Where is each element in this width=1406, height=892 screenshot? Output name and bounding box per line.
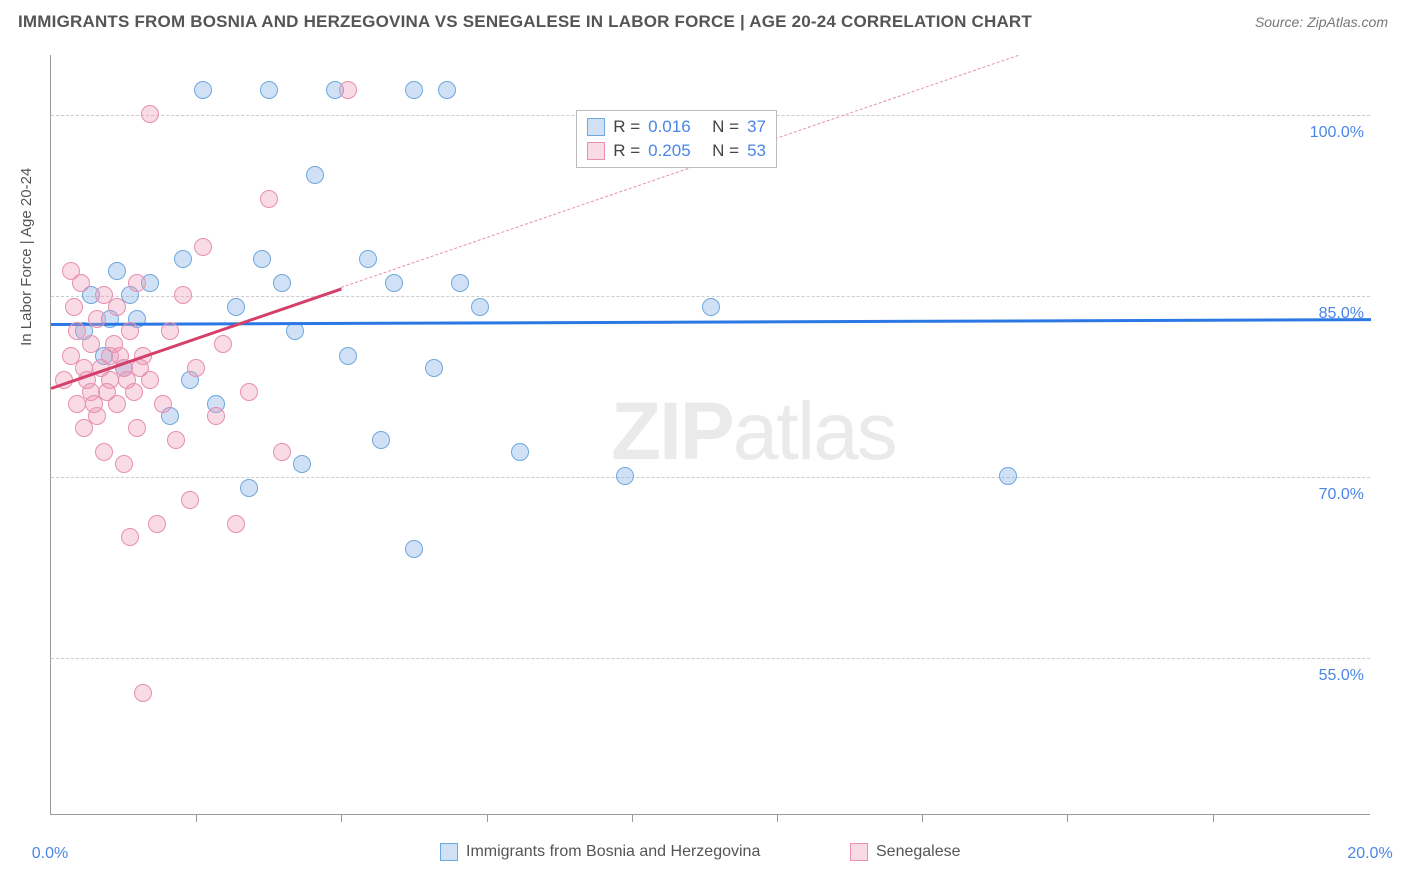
data-point-bosnia [425, 359, 443, 377]
watermark-thin: atlas [733, 386, 896, 477]
data-point-bosnia [253, 250, 271, 268]
data-point-bosnia [385, 274, 403, 292]
data-point-bosnia [702, 298, 720, 316]
data-point-bosnia [260, 81, 278, 99]
data-point-bosnia [339, 347, 357, 365]
data-point-bosnia [108, 262, 126, 280]
data-point-senegalese [240, 383, 258, 401]
legend-swatch [440, 843, 458, 861]
x-tick [1213, 814, 1214, 822]
x-tick [487, 814, 488, 822]
data-point-senegalese [128, 419, 146, 437]
r-label: R = [613, 141, 640, 161]
data-point-bosnia [471, 298, 489, 316]
data-point-senegalese [65, 298, 83, 316]
legend-row-senegalese: R = 0.205 N = 53 [587, 139, 766, 163]
data-point-senegalese [154, 395, 172, 413]
data-point-bosnia [240, 479, 258, 497]
data-point-bosnia [405, 540, 423, 558]
bottom-legend-bosnia: Immigrants from Bosnia and Herzegovina [440, 843, 760, 861]
data-point-senegalese [115, 455, 133, 473]
legend-label: Senegalese [876, 843, 961, 861]
x-tick-label: 0.0% [32, 845, 68, 863]
gridline-h [51, 296, 1370, 297]
data-point-senegalese [273, 443, 291, 461]
data-point-senegalese [141, 105, 159, 123]
r-value: 0.205 [648, 141, 704, 161]
data-point-bosnia [227, 298, 245, 316]
legend-swatch [850, 843, 868, 861]
data-point-bosnia [273, 274, 291, 292]
x-tick [341, 814, 342, 822]
data-point-bosnia [438, 81, 456, 99]
r-label: R = [613, 117, 640, 137]
data-point-senegalese [227, 515, 245, 533]
n-value: 53 [747, 141, 766, 161]
bottom-legend-senegalese: Senegalese [850, 843, 961, 861]
x-tick [922, 814, 923, 822]
data-point-senegalese [82, 335, 100, 353]
data-point-bosnia [194, 81, 212, 99]
correlation-legend: R = 0.016 N = 37 R = 0.205 N = 53 [576, 110, 777, 168]
data-point-senegalese [95, 443, 113, 461]
data-point-senegalese [108, 298, 126, 316]
watermark: ZIPatlas [611, 385, 896, 479]
source-label: Source: ZipAtlas.com [1255, 14, 1388, 30]
data-point-bosnia [511, 443, 529, 461]
data-point-bosnia [306, 166, 324, 184]
data-point-bosnia [451, 274, 469, 292]
data-point-senegalese [260, 190, 278, 208]
data-point-senegalese [121, 322, 139, 340]
x-tick-label: 20.0% [1347, 845, 1392, 863]
data-point-bosnia [293, 455, 311, 473]
x-tick [632, 814, 633, 822]
legend-label: Immigrants from Bosnia and Herzegovina [466, 843, 760, 861]
x-tick [196, 814, 197, 822]
data-point-bosnia [286, 322, 304, 340]
data-point-senegalese [339, 81, 357, 99]
data-point-senegalese [181, 491, 199, 509]
data-point-bosnia [999, 467, 1017, 485]
data-point-bosnia [359, 250, 377, 268]
data-point-senegalese [88, 310, 106, 328]
y-axis-label: In Labor Force | Age 20-24 [18, 168, 35, 346]
watermark-bold: ZIP [611, 386, 733, 477]
data-point-senegalese [214, 335, 232, 353]
data-point-senegalese [174, 286, 192, 304]
r-value: 0.016 [648, 117, 704, 137]
gridline-h [51, 658, 1370, 659]
n-value: 37 [747, 117, 766, 137]
n-label: N = [712, 141, 739, 161]
n-label: N = [712, 117, 739, 137]
legend-swatch [587, 118, 605, 136]
data-point-senegalese [194, 238, 212, 256]
data-point-senegalese [148, 515, 166, 533]
data-point-senegalese [125, 383, 143, 401]
x-tick [1067, 814, 1068, 822]
data-point-senegalese [128, 274, 146, 292]
x-tick [777, 814, 778, 822]
data-point-bosnia [616, 467, 634, 485]
legend-row-bosnia: R = 0.016 N = 37 [587, 115, 766, 139]
data-point-senegalese [207, 407, 225, 425]
data-point-senegalese [161, 322, 179, 340]
data-point-senegalese [167, 431, 185, 449]
plot-area: ZIPatlas 55.0%70.0%85.0%100.0%R =0.016N … [50, 55, 1370, 815]
data-point-bosnia [405, 81, 423, 99]
data-point-senegalese [121, 528, 139, 546]
data-point-senegalese [131, 359, 149, 377]
data-point-bosnia [174, 250, 192, 268]
data-point-senegalese [72, 274, 90, 292]
data-point-senegalese [187, 359, 205, 377]
y-tick-label: 70.0% [1319, 486, 1364, 504]
chart-title: IMMIGRANTS FROM BOSNIA AND HERZEGOVINA V… [18, 12, 1032, 32]
data-point-bosnia [372, 431, 390, 449]
y-tick-label: 55.0% [1319, 667, 1364, 685]
y-tick-label: 100.0% [1310, 124, 1364, 142]
gridline-h [51, 477, 1370, 478]
legend-swatch [587, 142, 605, 160]
data-point-senegalese [98, 383, 116, 401]
data-point-senegalese [134, 684, 152, 702]
